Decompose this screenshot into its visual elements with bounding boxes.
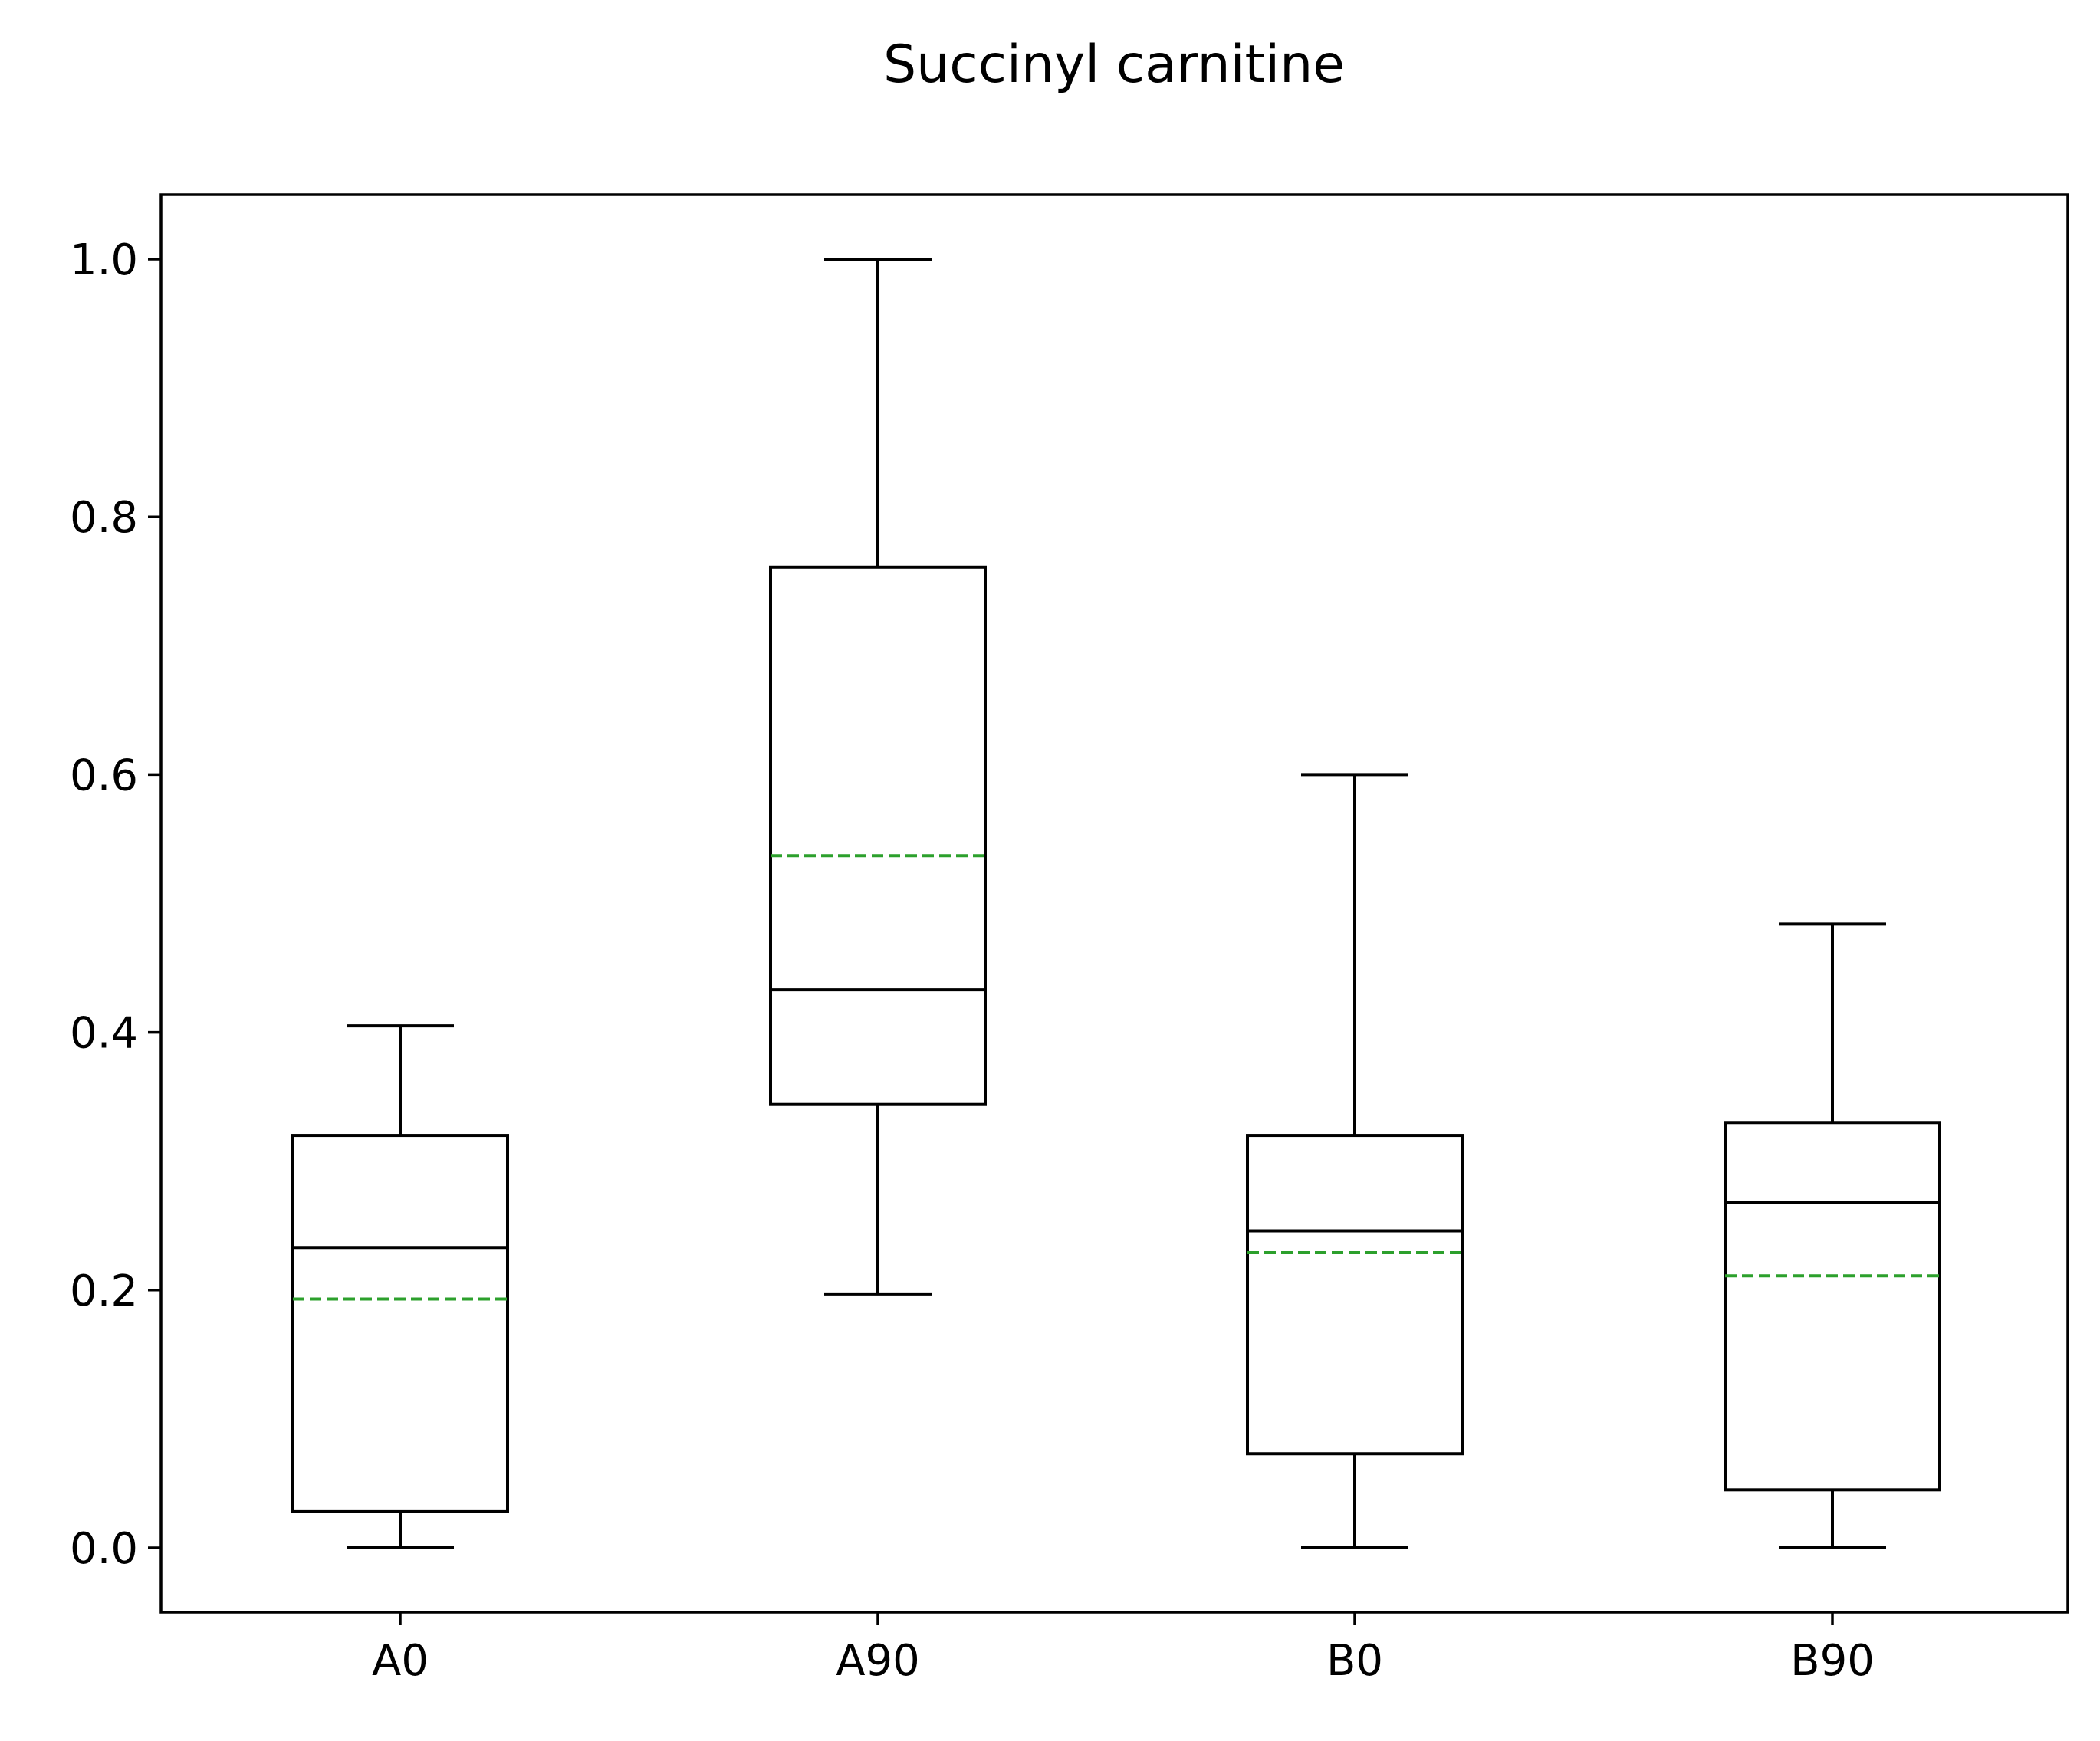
y-tick-label: 0.2: [70, 1266, 138, 1316]
axes-frame: [159, 193, 2069, 1614]
box-b0: [1246, 773, 1464, 1549]
y-tick-label: 0.6: [70, 751, 138, 800]
x-tick-label: B0: [1326, 1636, 1383, 1686]
box-a0: [291, 1024, 509, 1549]
y-tick-label: 0.4: [70, 1009, 138, 1059]
y-tick-label: 0.0: [70, 1524, 138, 1574]
y-tick-label: 1.0: [70, 235, 138, 285]
box-a90: [769, 258, 987, 1296]
plot-area: 0.0 0.2 0.4 0.6 0.8 1.0 A0 A90 B0 B90: [70, 235, 1941, 1686]
y-tick-label: 0.8: [70, 493, 138, 543]
iqr-box: [1724, 1121, 1941, 1492]
iqr-box: [1246, 1134, 1464, 1456]
iqr-box: [769, 565, 987, 1106]
box-b90: [1724, 922, 1941, 1549]
x-tick-label: A0: [372, 1636, 429, 1686]
x-tick-label: A90: [836, 1636, 920, 1686]
iqr-box: [291, 1134, 509, 1513]
x-tick-label: B90: [1790, 1636, 1875, 1686]
chart-title: Succinyl carnitine: [883, 34, 1345, 95]
